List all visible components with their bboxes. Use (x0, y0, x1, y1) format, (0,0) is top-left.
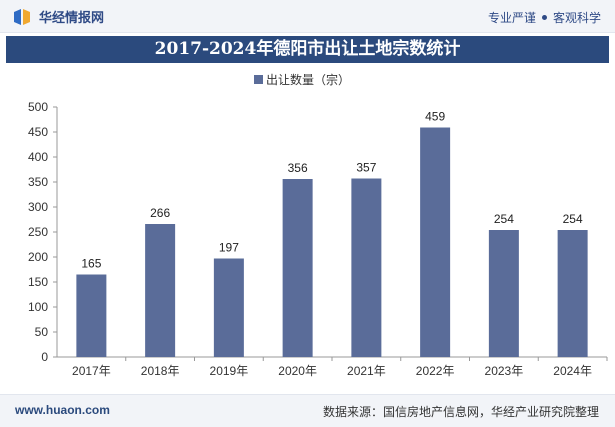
y-tick-label: 50 (35, 325, 49, 339)
brand-name: 华经情报网 (39, 11, 105, 26)
bar (282, 179, 313, 357)
x-tick-label: 2020年 (278, 364, 317, 378)
bar (145, 224, 176, 357)
bar (488, 230, 519, 357)
data-label: 356 (288, 161, 308, 175)
y-tick-label: 250 (28, 225, 48, 239)
y-tick-label: 150 (28, 275, 48, 289)
top-banner: 华经情报网 专业严谨 客观科学 (0, 0, 615, 33)
brand-logo-icon (12, 8, 32, 26)
bar (213, 258, 244, 357)
bar (420, 127, 451, 357)
x-tick-label: 2017年 (72, 364, 111, 378)
data-label: 266 (150, 206, 170, 220)
chart-title: 2017-2024年德阳市出让土地宗数统计 (6, 36, 609, 63)
footer: www.huaon.com 数据来源：国信房地产信息网，华经产业研究院整理 (0, 394, 615, 427)
y-tick-label: 350 (28, 175, 48, 189)
data-label: 254 (494, 212, 514, 226)
bar-chart: 出让数量（宗） 0 50 100 150 200 250 300 350 400 450 500 165… (28, 72, 608, 378)
legend-label: 出让数量（宗） (266, 72, 350, 87)
y-tick-label: 200 (28, 250, 48, 264)
x-tick-label: 2021年 (347, 364, 386, 378)
chart-area: 出让数量（宗） 0 50 100 150 200 250 300 350 400 450 500 165… (0, 63, 615, 393)
tagline: 专业严谨 客观科学 (488, 9, 601, 26)
website-link[interactable]: www.huaon.com (15, 403, 110, 417)
x-tick-label: 2024年 (553, 364, 592, 378)
y-tick-label: 450 (28, 125, 48, 139)
data-label: 254 (563, 212, 583, 226)
x-tick-label: 2023年 (485, 364, 524, 378)
x-tick-label: 2019年 (210, 364, 249, 378)
bar (351, 178, 382, 357)
data-source: 数据来源：国信房地产信息网，华经产业研究院整理 (322, 405, 599, 419)
data-label: 459 (425, 110, 445, 124)
y-tick-label: 300 (28, 200, 48, 214)
bar (76, 274, 107, 357)
y-tick-label: 100 (28, 300, 48, 314)
x-tick-label: 2018年 (141, 364, 180, 378)
tagline-professional: 专业严谨 (487, 11, 536, 25)
legend-swatch (254, 75, 263, 84)
y-tick-label: 500 (28, 100, 48, 114)
data-label: 197 (219, 241, 239, 255)
tagline-objective: 客观科学 (552, 11, 601, 25)
data-label: 357 (356, 161, 376, 175)
data-label: 165 (81, 257, 101, 271)
y-tick-label: 0 (41, 350, 48, 364)
brand: 华经情报网 (12, 7, 104, 26)
y-tick-label: 400 (28, 150, 48, 164)
bar (557, 230, 588, 357)
x-tick-label: 2022年 (416, 364, 455, 378)
separator-dot-icon (541, 15, 547, 20)
